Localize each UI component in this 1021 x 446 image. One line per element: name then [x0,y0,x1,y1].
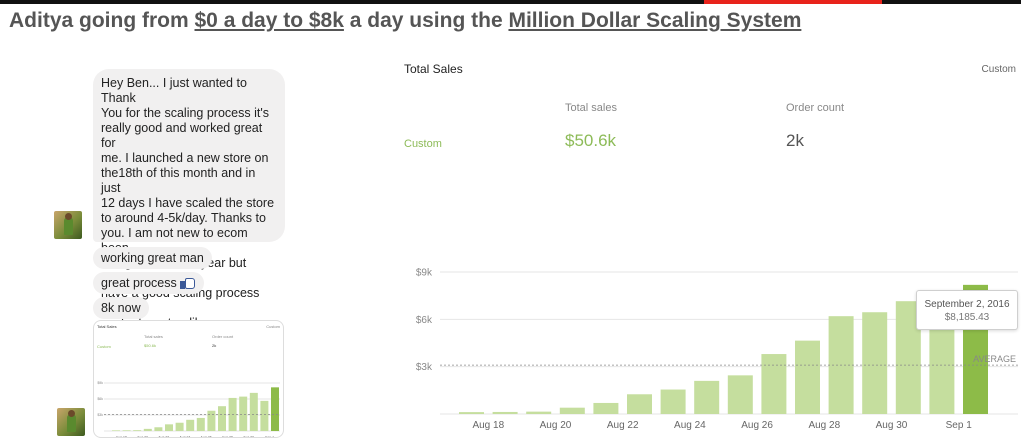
bar [761,354,787,414]
sales-bar-chart: $3k $6k $9k AVERAGE Aug 18 Aug 20 Aug 22 Aug 24… [416,268,1018,431]
bar [154,427,163,431]
bar [122,430,131,431]
y-tick-label: $3k [416,362,433,373]
bar [593,402,619,414]
bar [526,411,552,414]
card-title: Total Sales [404,62,463,76]
x-tick-label: Aug 26 [741,420,773,431]
chat-message-line: to around 4-5k/day. Thanks to [101,211,266,225]
headline-link-system[interactable]: Million Dollar Scaling System [508,9,802,32]
headline-text-2: a day using the [343,9,509,32]
x-tick-label: Aug 24 [179,436,190,439]
bar [271,387,279,431]
y-tick-label: $3k [97,413,103,417]
bar [660,389,686,414]
x-tick-label: Aug 20 [540,420,572,431]
thumbnail-metric-label: Total sales [144,334,163,339]
tooltip-date: September 2, 2016 [924,299,1010,310]
bar [795,340,820,414]
bar [727,375,753,414]
headline-text: Aditya going from [9,9,195,32]
total-sales-value: $50.6k [565,131,617,150]
thumbnail-metric-value: 2k [212,343,217,348]
chat-message-line: You for the scaling process it's [101,106,269,120]
chat-reply-text: 8k now [101,301,141,315]
chat-reply-bubble: 8k now [93,297,149,319]
bar [186,419,195,431]
x-tick-label: Aug 28 [808,420,840,431]
chat-reply-bubble: working great man [93,247,212,269]
top-strip [0,0,1021,4]
bar [239,396,248,431]
bar [165,424,173,431]
bar [559,407,585,414]
chart-tooltip: September 2, 2016 $8,185.43 [916,290,1018,330]
tooltip-value: $8,185.43 [944,312,990,323]
avatar[interactable] [54,211,82,239]
y-tick-label: $6k [416,315,433,326]
chat-reply-text: working great man [101,251,204,265]
thumbs-up-icon [179,276,196,289]
chat-message-line: 12 days I have scaled the store [101,196,275,210]
x-tick-label: Aug 20 [137,436,148,439]
thumbnail-title: Total Sales [97,324,117,329]
chat-message-line: Hey Ben... I just wanted to Thank [101,76,247,105]
y-tick-label: $9k [97,381,103,385]
bar [459,412,484,414]
order-count-value: 2k [786,131,804,150]
thumbnail-range: Custom [266,324,280,329]
date-range-selector[interactable]: Custom [981,64,1016,75]
avatar[interactable] [57,408,85,436]
headline-link-earnings[interactable]: $0 a day to $8k [194,9,344,32]
bar [218,406,226,431]
order-count-label: Order count [786,102,845,114]
page-headline: Aditya going from $0 a day to $8k a day … [9,9,801,33]
chart-screenshot-thumbnail[interactable]: Total Sales Custom Total sales Order cou… [93,320,284,438]
bar [207,410,216,431]
bar [929,324,955,414]
top-strip-accent [704,0,882,4]
x-tick-label: Aug 22 [607,420,639,431]
bar [492,411,518,414]
chat-message-line: me. I launched a new store on [101,151,269,165]
x-tick-label: Aug 22 [158,436,169,439]
x-tick-label: Aug 26 [201,436,212,439]
thumbnail-metric-label: Order count [212,334,234,339]
bar [862,312,888,414]
bar [143,428,152,431]
x-tick-label: Aug 30 [243,436,254,439]
x-tick-label: Aug 18 [116,436,127,439]
y-tick-label: $9k [416,268,433,279]
x-tick-label: Sep 1 [946,420,973,431]
thumbnail-chart: $3k $6k $9k Aug 18 Aug 20 Aug 22 Aug 24 Aug 26 A… [97,381,280,439]
x-tick-label: Aug 28 [222,436,233,439]
total-sales-card: Total Sales Custom Total sales Order cou… [396,56,1016,444]
thumbnail-metric-value: $50.6k [144,343,157,348]
chat-reply-text: great process [101,276,177,290]
bar [196,417,205,431]
x-tick-label: Aug 18 [472,420,504,431]
bar [112,430,120,431]
chat-reply-bubble: great process [93,272,204,294]
bar [260,400,269,431]
thumbnail-range-label: Custom [97,344,111,349]
range-label: Custom [404,138,442,150]
bar [249,392,258,431]
x-tick-label: Aug 24 [674,420,706,431]
average-label: AVERAGE [973,354,1016,364]
chat-message-line: the18th of this month and in just [101,166,256,195]
y-tick-label: $6k [97,397,103,401]
bar [694,380,720,414]
chat-message-bubble: Hey Ben... I just wanted to Thank You for… [93,69,285,330]
x-tick-label: Sep 1 [265,436,274,439]
bar [175,422,184,431]
x-tick-label: Aug 30 [876,420,908,431]
chat-message-line: really good and worked great for [101,121,263,150]
total-sales-label: Total sales [565,102,617,114]
bar [627,394,652,414]
bar [133,430,142,431]
